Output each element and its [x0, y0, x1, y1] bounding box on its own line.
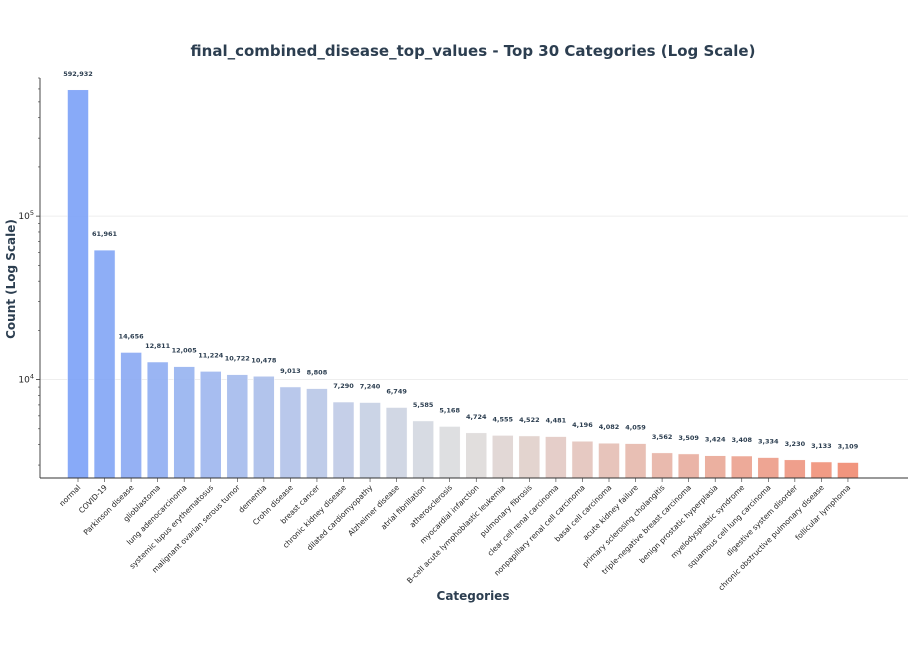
bar-value-label: 3,230: [785, 440, 806, 448]
gridlines: [40, 215, 908, 380]
bar: [146, 361, 169, 479]
bar: [651, 452, 673, 479]
bars-group: [67, 89, 859, 479]
bar-value-label: 4,522: [519, 416, 540, 424]
bar: [757, 457, 780, 479]
bar: [784, 459, 806, 479]
bar: [67, 89, 89, 479]
bar: [200, 371, 222, 479]
bar: [598, 442, 620, 479]
bar: [624, 443, 647, 479]
bar: [93, 249, 116, 479]
bar-value-label: 6,749: [386, 388, 407, 396]
bar-value-label: 3,334: [758, 438, 779, 446]
bar: [492, 435, 514, 479]
bar-value-label: 7,290: [333, 382, 354, 390]
bar: [253, 376, 275, 479]
bar: [518, 435, 541, 479]
bar: [731, 455, 753, 479]
bar-value-label: 3,408: [731, 436, 752, 444]
bar-value-label: 4,082: [599, 423, 620, 431]
bar-value-label: 7,240: [360, 383, 381, 391]
bar-value-label: 8,808: [307, 369, 328, 377]
bar-value-label: 3,109: [838, 443, 859, 451]
bar-value-label: 4,196: [572, 421, 593, 429]
bar: [279, 386, 302, 479]
bar: [465, 432, 487, 479]
bar: [704, 455, 726, 479]
bar: [332, 401, 355, 479]
bar: [545, 436, 567, 479]
bar: [438, 426, 461, 479]
bar: [226, 374, 249, 479]
bar-value-label: 5,168: [439, 406, 460, 414]
bar: [810, 461, 833, 479]
axes: [36, 77, 908, 482]
bar: [571, 440, 594, 479]
bar-value-label: 12,811: [145, 342, 171, 350]
bar-value-label: 4,724: [466, 413, 487, 421]
bar-value-label: 11,224: [198, 351, 224, 359]
bar-value-label: 3,562: [652, 433, 673, 441]
y-tick-labels: 104 105: [18, 209, 34, 385]
y-axis-label: Count (Log Scale): [4, 219, 18, 339]
bar: [837, 462, 859, 479]
bar-value-label: 4,555: [493, 415, 514, 423]
bar-value-label: 5,585: [413, 401, 434, 409]
bar: [120, 352, 142, 479]
x-tick-label: normal: [57, 483, 82, 508]
bar: [359, 402, 381, 479]
bar-value-label: 10,722: [225, 355, 250, 363]
x-tick-label: B-cell acute lymphoblastic leukemia: [405, 483, 507, 585]
bar-value-label: 10,478: [251, 356, 277, 364]
bar-value-label: 14,656: [119, 332, 145, 340]
x-axis-label: Categories: [437, 589, 510, 603]
bar-value-label: 3,133: [811, 442, 832, 450]
bar-value-label: 9,013: [280, 367, 301, 375]
bar-value-label: 3,424: [705, 436, 726, 444]
bar-value-label: 4,481: [546, 417, 567, 425]
bar-value-label: 61,961: [92, 230, 118, 238]
bar-value-label: 3,509: [678, 434, 699, 442]
bar: [677, 453, 700, 479]
bar-value-label: 4,059: [625, 424, 646, 432]
bar-value-label: 12,005: [172, 347, 198, 355]
y-tick-label: 104: [18, 373, 34, 386]
bar-value-label: 592,932: [63, 70, 93, 78]
bar: [306, 388, 328, 479]
bar: [385, 407, 408, 479]
bar: [173, 366, 195, 479]
y-tick-label: 105: [18, 209, 34, 222]
bar: [412, 420, 434, 479]
chart-title: final_combined_disease_top_values - Top …: [191, 42, 756, 60]
